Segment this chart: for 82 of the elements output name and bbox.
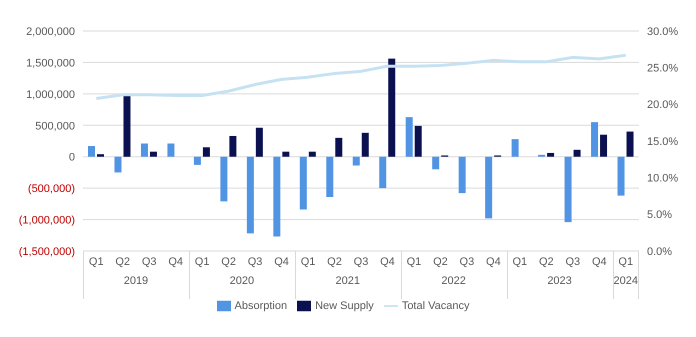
- bar: [300, 156, 307, 210]
- bar: [229, 136, 236, 157]
- bar: [547, 152, 554, 157]
- y-tick-label: 1,500,000: [26, 57, 75, 70]
- bar: [114, 156, 122, 172]
- y-tick-label: (1,500,000): [18, 246, 75, 258]
- bar: [406, 117, 413, 157]
- bar: [362, 132, 369, 157]
- bar: [574, 150, 581, 157]
- bar: [167, 144, 174, 157]
- y-tick-label: 1,000,000: [26, 88, 75, 101]
- bar: [326, 156, 334, 197]
- text: 2022: [440, 275, 467, 287]
- bar: [282, 152, 290, 157]
- y-tick-label: (500,000): [28, 183, 75, 196]
- bar: [591, 122, 598, 157]
- x-tick-label: Q2: [433, 256, 448, 268]
- x-tick-label: Q1: [300, 256, 316, 268]
- x-tick-label: Q1: [618, 256, 634, 268]
- x-tick-label: Q4: [592, 256, 607, 268]
- text: 2019: [122, 275, 150, 287]
- bar: [379, 156, 386, 188]
- line-series: [94, 54, 628, 100]
- x-tick-label: Q3: [354, 256, 368, 268]
- legend-label: Total Vacancy: [402, 300, 470, 312]
- y2-tick-label: 30.0%: [647, 26, 678, 38]
- x-tick-label: Q4: [380, 256, 395, 268]
- y2-tick-label: 5.0%: [647, 209, 672, 222]
- x-tick-label: Q3: [460, 256, 474, 268]
- bar: [335, 138, 342, 157]
- bar: [256, 128, 263, 157]
- x-tick-label: Q4: [274, 256, 289, 268]
- y-tick-label: (1,000,000): [18, 214, 75, 227]
- bar: [626, 132, 634, 157]
- x-tick-label: Q3: [248, 256, 262, 268]
- x-tick-label: Q3: [142, 256, 157, 268]
- x-tick-label: Q1: [194, 256, 210, 268]
- y2-tick-label: 25.0%: [647, 62, 678, 75]
- x-tick-label: Q4: [168, 256, 184, 268]
- x-tick-label: Q3: [565, 256, 580, 268]
- bar: [308, 152, 316, 157]
- legend-label: New Supply: [315, 300, 374, 312]
- x-tick-label: Q2: [327, 256, 342, 268]
- bar: [220, 156, 228, 202]
- bar: [97, 154, 104, 157]
- bar: [123, 96, 130, 157]
- bar: [564, 156, 572, 222]
- bar: [352, 156, 360, 166]
- text: 2020: [228, 275, 256, 287]
- y-tick-label: 0: [68, 152, 75, 164]
- bar: [388, 58, 396, 157]
- bar: [485, 156, 492, 218]
- bar: [618, 156, 625, 196]
- x-tick-label: Q1: [88, 256, 104, 268]
- text: 2021: [334, 275, 361, 287]
- x-tick-label: Q2: [538, 256, 554, 268]
- bar: [512, 139, 519, 157]
- y2-tick-label: 0.0%: [647, 246, 672, 258]
- y-tick-label: 2,000,000: [26, 26, 75, 38]
- bar: [432, 156, 440, 170]
- text: 2023: [546, 275, 573, 287]
- text: 2024: [612, 275, 639, 287]
- x-tick-label: Q2: [115, 256, 130, 268]
- y-tick-label: 500,000: [35, 120, 75, 132]
- bar: [458, 156, 466, 194]
- bar: [150, 152, 157, 157]
- bar: [273, 156, 280, 237]
- bar: [140, 144, 148, 157]
- x-tick-label: Q4: [486, 256, 501, 268]
- y2-tick-label: 10.0%: [647, 172, 678, 185]
- x-tick-label: Q1: [512, 256, 528, 268]
- x-tick-label: Q2: [221, 256, 236, 268]
- bar: [202, 147, 210, 157]
- x-tick-label: Q1: [406, 256, 422, 268]
- bar: [246, 156, 254, 234]
- legend-label: Absorption: [234, 300, 288, 312]
- bar: [88, 146, 95, 157]
- y2-tick-label: 15.0%: [647, 136, 678, 148]
- bar: [414, 126, 422, 157]
- bar: [600, 134, 608, 157]
- y2-tick-label: 20.0%: [647, 99, 678, 112]
- bar: [194, 156, 201, 165]
